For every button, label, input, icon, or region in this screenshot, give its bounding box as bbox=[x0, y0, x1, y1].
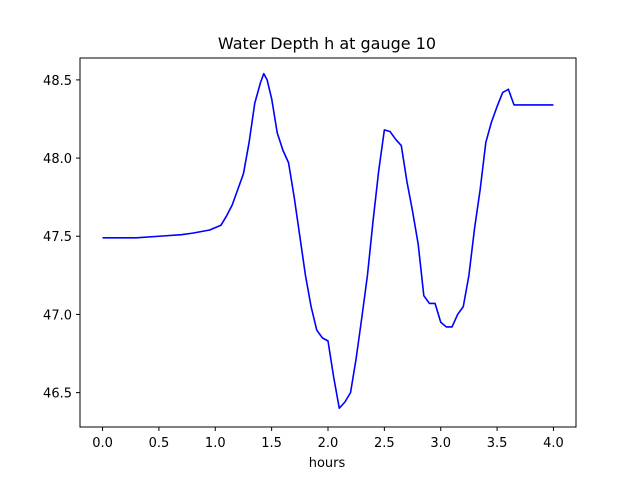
x-tick-label: 2.0 bbox=[318, 436, 339, 451]
plot-frame bbox=[79, 57, 577, 428]
x-tick-label: 3.0 bbox=[430, 436, 451, 451]
x-axis-label: hours bbox=[309, 456, 346, 471]
series-line-0 bbox=[102, 72, 554, 410]
x-tick-label: 0.0 bbox=[92, 436, 113, 451]
x-tick-label: 3.5 bbox=[487, 436, 508, 451]
y-axis: 46.5 47.0 47.5 48.0 48.5 bbox=[43, 74, 80, 402]
x-tick-label: 1.0 bbox=[205, 436, 226, 451]
x-tick-label: 1.5 bbox=[261, 436, 282, 451]
x-tick-label: 0.5 bbox=[149, 436, 170, 451]
plot-area bbox=[102, 72, 554, 410]
x-tick-label: 2.5 bbox=[374, 436, 395, 451]
y-tick-label: 47.5 bbox=[43, 230, 72, 245]
x-tick-label: 4.0 bbox=[543, 436, 564, 451]
chart-title: Water Depth h at gauge 10 bbox=[218, 34, 436, 53]
y-tick-label: 48.0 bbox=[43, 152, 72, 167]
y-tick-label: 48.5 bbox=[43, 74, 72, 89]
y-tick-label: 47.0 bbox=[43, 308, 72, 323]
y-tick-label: 46.5 bbox=[43, 387, 72, 402]
x-axis: 0.0 0.5 1.0 1.5 2.0 2.5 3.0 3.5 4.0 bbox=[92, 427, 564, 451]
